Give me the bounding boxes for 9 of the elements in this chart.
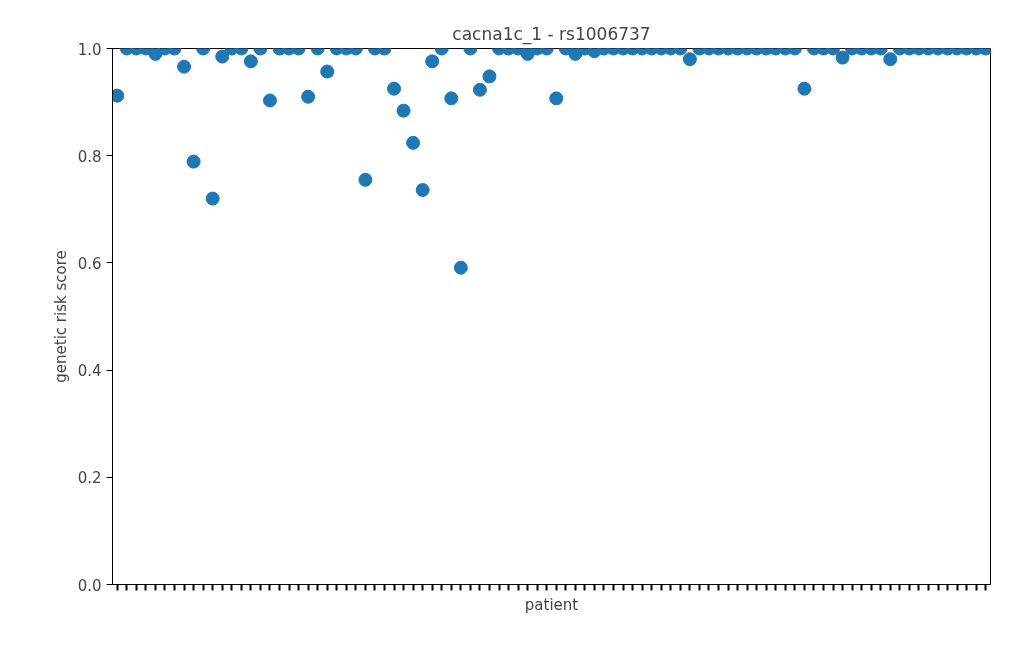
y-tick-label: 0.8 bbox=[77, 147, 102, 166]
y-tick-label: 0.0 bbox=[77, 576, 102, 595]
y-tick-label: 1.0 bbox=[77, 40, 102, 59]
y-tick-label: 0.2 bbox=[77, 469, 102, 488]
y-axis-title: genetic risk score bbox=[51, 250, 70, 383]
chart-title: cacna1c_1 - rs1006737 bbox=[452, 23, 651, 45]
x-axis-title: patient bbox=[524, 595, 579, 614]
y-tick-label: 0.6 bbox=[77, 254, 102, 273]
y-tick-label: 0.4 bbox=[77, 362, 102, 381]
